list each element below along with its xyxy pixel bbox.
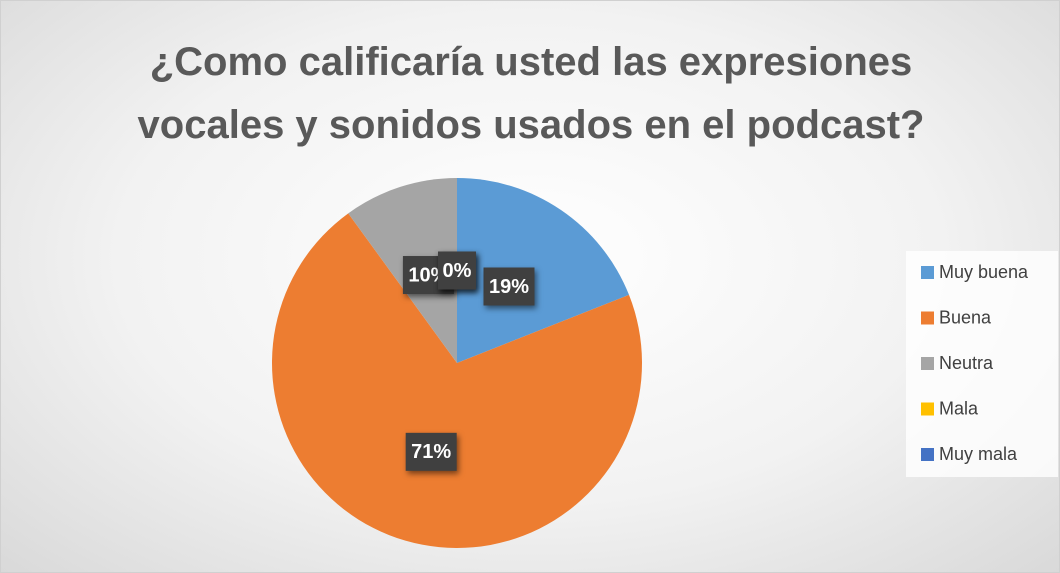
legend-swatch	[921, 311, 934, 325]
data-label-box	[438, 251, 476, 290]
data-label: 0%	[443, 260, 472, 282]
legend-swatch	[921, 266, 934, 279]
pie-slice	[348, 178, 457, 363]
data-label: 71%	[411, 441, 451, 463]
legend-label: Mala	[939, 398, 979, 418]
data-label-box	[405, 432, 457, 471]
pie-slice	[272, 213, 642, 549]
legend-label: Buena	[939, 307, 992, 327]
chart-title: ¿Como calificaría usted las expresiones …	[137, 40, 925, 147]
data-label-box	[483, 267, 535, 306]
legend-label: Neutra	[939, 353, 994, 373]
legend-swatch	[921, 357, 934, 370]
legend-swatch	[921, 402, 934, 416]
legend-swatch	[921, 448, 934, 461]
legend-label: Muy buena	[939, 262, 1029, 282]
legend-label: Muy mala	[939, 444, 1018, 464]
pie-slice	[457, 178, 630, 363]
data-label: 19%	[489, 276, 529, 298]
